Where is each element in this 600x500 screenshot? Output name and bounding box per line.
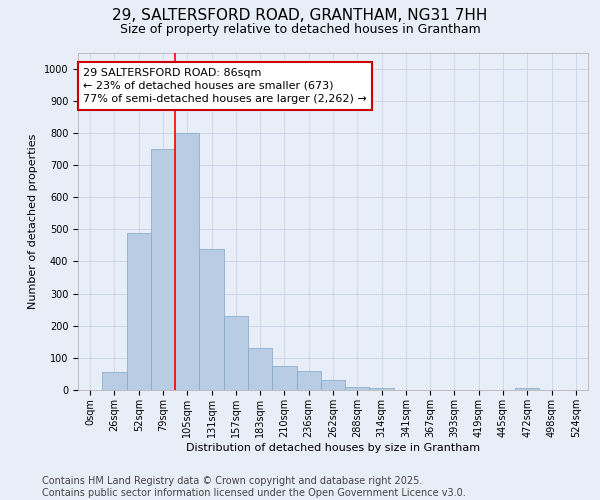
Bar <box>296 370 321 390</box>
Bar <box>321 380 345 390</box>
Bar <box>345 387 370 390</box>
Text: Contains HM Land Registry data © Crown copyright and database right 2025.
Contai: Contains HM Land Registry data © Crown c… <box>42 476 466 498</box>
Y-axis label: Number of detached properties: Number of detached properties <box>28 134 38 309</box>
Bar <box>370 388 394 390</box>
Bar <box>272 366 296 390</box>
Bar <box>248 348 272 390</box>
Bar <box>127 232 151 390</box>
Bar <box>175 133 199 390</box>
Bar <box>151 149 175 390</box>
Bar <box>515 388 539 390</box>
Bar <box>224 316 248 390</box>
Text: 29, SALTERSFORD ROAD, GRANTHAM, NG31 7HH: 29, SALTERSFORD ROAD, GRANTHAM, NG31 7HH <box>112 8 488 22</box>
Bar <box>102 372 127 390</box>
Bar <box>199 248 224 390</box>
Text: 29 SALTERSFORD ROAD: 86sqm
← 23% of detached houses are smaller (673)
77% of sem: 29 SALTERSFORD ROAD: 86sqm ← 23% of deta… <box>83 68 367 104</box>
X-axis label: Distribution of detached houses by size in Grantham: Distribution of detached houses by size … <box>186 442 480 452</box>
Text: Size of property relative to detached houses in Grantham: Size of property relative to detached ho… <box>119 22 481 36</box>
